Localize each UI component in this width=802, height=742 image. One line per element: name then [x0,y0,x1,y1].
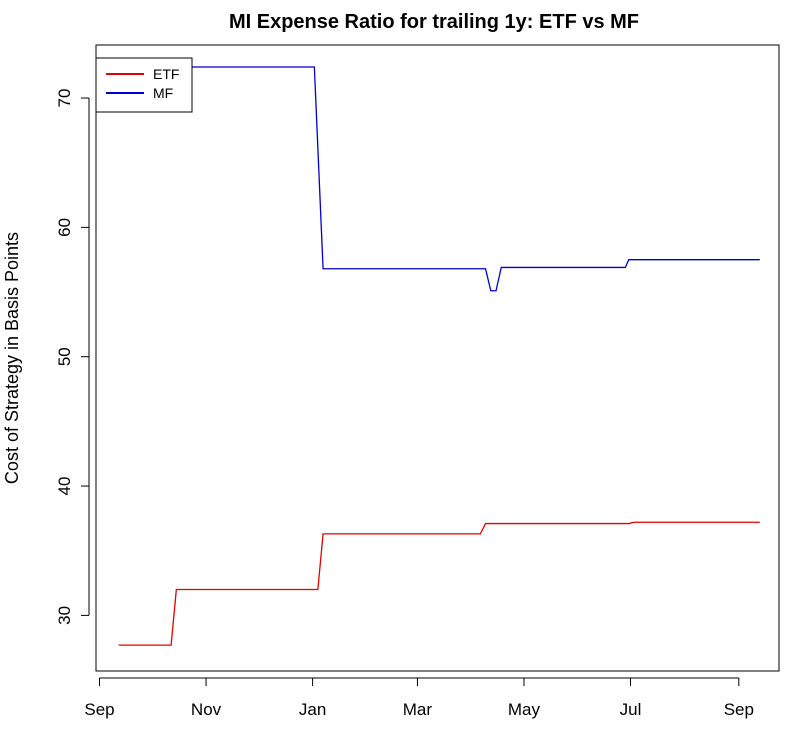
x-tick-label: Mar [403,700,433,719]
series-line-mf [118,66,760,292]
y-tick-label: 30 [55,606,74,625]
legend-label-etf: ETF [153,66,179,82]
y-axis: 30 40 50 60 70 [55,89,90,625]
x-tick-label: Sep [84,700,114,719]
plot-frame [95,44,780,672]
y-tick-label: 60 [55,218,74,237]
series-layer [118,66,760,646]
series-line-etf [118,521,760,646]
legend-box [95,57,193,113]
legend: ETF MF [95,57,193,113]
x-tick-label: Sep [724,700,754,719]
x-tick-label: May [508,700,541,719]
x-tick-label: Jan [299,700,326,719]
x-axis: Sep Nov Jan Mar May Jul Sep [84,677,754,719]
y-tick-label: 40 [55,477,74,496]
y-tick-label: 50 [55,347,74,366]
chart-title: MI Expense Ratio for trailing 1y: ETF vs… [229,11,639,33]
x-tick-label: Nov [191,700,222,719]
y-axis-label: Cost of Strategy in Basis Points [2,232,22,484]
x-tick-label: Jul [620,700,642,719]
legend-label-mf: MF [153,85,173,101]
y-tick-label: 70 [55,89,74,108]
